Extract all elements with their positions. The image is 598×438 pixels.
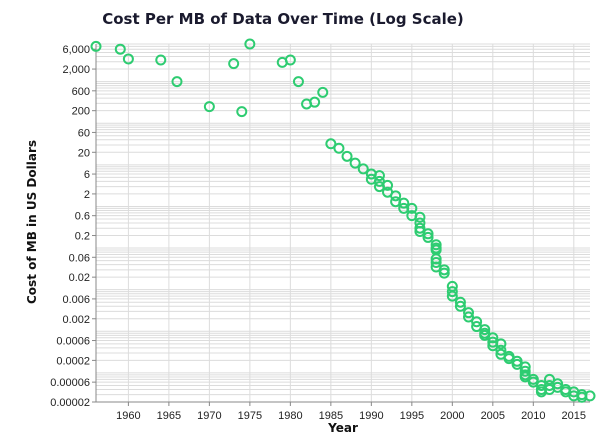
y-tick-label: 20 (78, 147, 90, 159)
x-tick-label: 2005 (481, 410, 505, 422)
y-tick-label: 0.002 (62, 314, 90, 326)
y-tick-label: 0.6 (75, 211, 90, 223)
y-axis-title: Cost of MB in US Dollars (25, 140, 39, 304)
x-tick-label: 1960 (116, 410, 140, 422)
data-point (318, 88, 327, 97)
x-tick-label: 2015 (562, 410, 586, 422)
y-tick-label: 0.0006 (56, 336, 90, 348)
y-tick-label: 0.0002 (56, 355, 90, 367)
axis-layer: 0.00002 0.00006 0.0002 0.0006 0.002 0.006 0.02… (50, 44, 590, 422)
x-tick-label: 1980 (278, 410, 302, 422)
y-tick-label: 0.006 (62, 294, 90, 306)
y-tick-label: 0.2 (75, 231, 90, 243)
data-point (237, 107, 246, 116)
x-tick-label: 1995 (400, 410, 424, 422)
x-tick-label: 1975 (238, 410, 262, 422)
grid-layer (96, 44, 590, 402)
y-tick-label: 0.00006 (50, 377, 90, 389)
y-tick-label: 2 (84, 189, 90, 201)
x-tick-label: 1965 (157, 410, 181, 422)
y-tick-label: 0.00002 (50, 397, 90, 409)
y-tick-label: 6 (84, 169, 90, 181)
x-tick-label: 2010 (521, 410, 545, 422)
y-tick-label: 0.06 (69, 252, 90, 264)
x-tick-label: 1970 (197, 410, 221, 422)
chart-title: Cost Per MB of Data Over Time (Log Scale… (102, 10, 464, 28)
y-tick-label: 600 (72, 86, 90, 98)
x-tick-label: 1990 (359, 410, 383, 422)
y-tick-label: 2,000 (62, 64, 90, 76)
data-point (229, 59, 238, 68)
data-point (343, 152, 352, 161)
y-tick-label: 200 (72, 106, 90, 118)
y-tick-label: 0.02 (69, 272, 90, 284)
x-axis-title: Year (327, 421, 358, 435)
x-tick-label: 2000 (440, 410, 464, 422)
y-tick-label: 60 (78, 127, 90, 139)
y-tick-label: 6,000 (62, 44, 90, 56)
